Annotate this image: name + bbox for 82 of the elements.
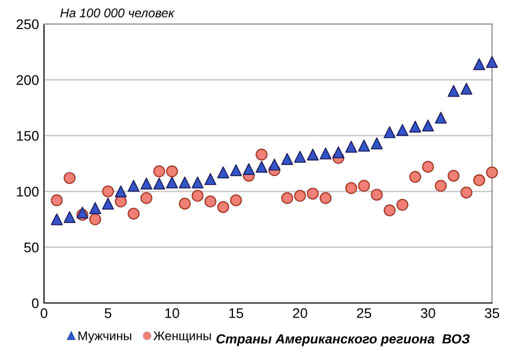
point [89,202,102,214]
point [320,148,332,160]
point [384,204,396,216]
point [332,146,344,158]
point [294,150,306,163]
point [102,198,114,210]
point [50,194,63,206]
point [345,182,358,194]
y-tick-label: 0 [32,298,39,308]
point [166,176,178,188]
point [434,180,447,192]
point [460,186,472,198]
x-axis-title: Страны Американского региона ВОЗ [216,334,470,346]
point [89,213,102,226]
point [396,124,408,136]
point [153,165,166,178]
point [448,170,460,182]
point [64,211,76,223]
point [192,176,204,188]
point [281,153,294,165]
y-tick-label: 200 [16,75,39,85]
legend-label: Мужчины [78,332,132,343]
point [306,188,319,200]
point [128,180,140,192]
point [217,201,230,213]
point [460,82,472,95]
point [370,188,383,201]
point [358,180,370,192]
x-tick-label: 25 [356,308,372,318]
point [192,190,204,202]
point [473,174,486,186]
x-tick-label: 20 [292,308,308,318]
y-tick-label: 50 [24,242,39,252]
x-tick-label: 5 [104,308,112,318]
point [409,120,422,133]
point [486,56,498,68]
point [345,140,358,153]
point [140,178,152,190]
point [230,164,242,176]
y-tick-label: 250 [16,19,39,30]
point [448,85,460,97]
point [230,194,242,206]
point [256,148,268,161]
point [306,148,319,161]
point [396,198,408,211]
point [409,170,422,183]
legend-label: Женщины [153,332,211,343]
point [358,140,370,152]
point [166,165,178,178]
point [204,196,216,208]
chart-title: На 100 000 человек [60,8,175,18]
x-tick-label: 15 [229,308,244,318]
point [153,178,166,190]
point [473,58,486,70]
point [256,160,268,173]
point [140,192,152,204]
x-tick-label: 30 [420,308,436,318]
point [384,126,396,138]
point [434,112,447,124]
point [102,185,114,198]
point [204,173,216,186]
point [320,192,332,204]
point [128,208,140,220]
point [268,158,280,171]
point [217,166,230,178]
point [281,192,294,204]
point [64,172,76,184]
x-tick-label: 0 [40,308,48,318]
point [370,137,383,150]
point [178,176,191,188]
point [294,190,306,202]
point [422,160,434,173]
point [486,166,498,178]
point [114,185,127,198]
y-tick-label: 150 [17,130,39,141]
point [242,163,255,176]
y-tick-label: 100 [17,186,39,197]
x-tick-label: 35 [484,308,500,318]
point [178,198,191,210]
point [50,213,63,226]
point [422,120,434,132]
x-tick-label: 10 [165,308,180,318]
